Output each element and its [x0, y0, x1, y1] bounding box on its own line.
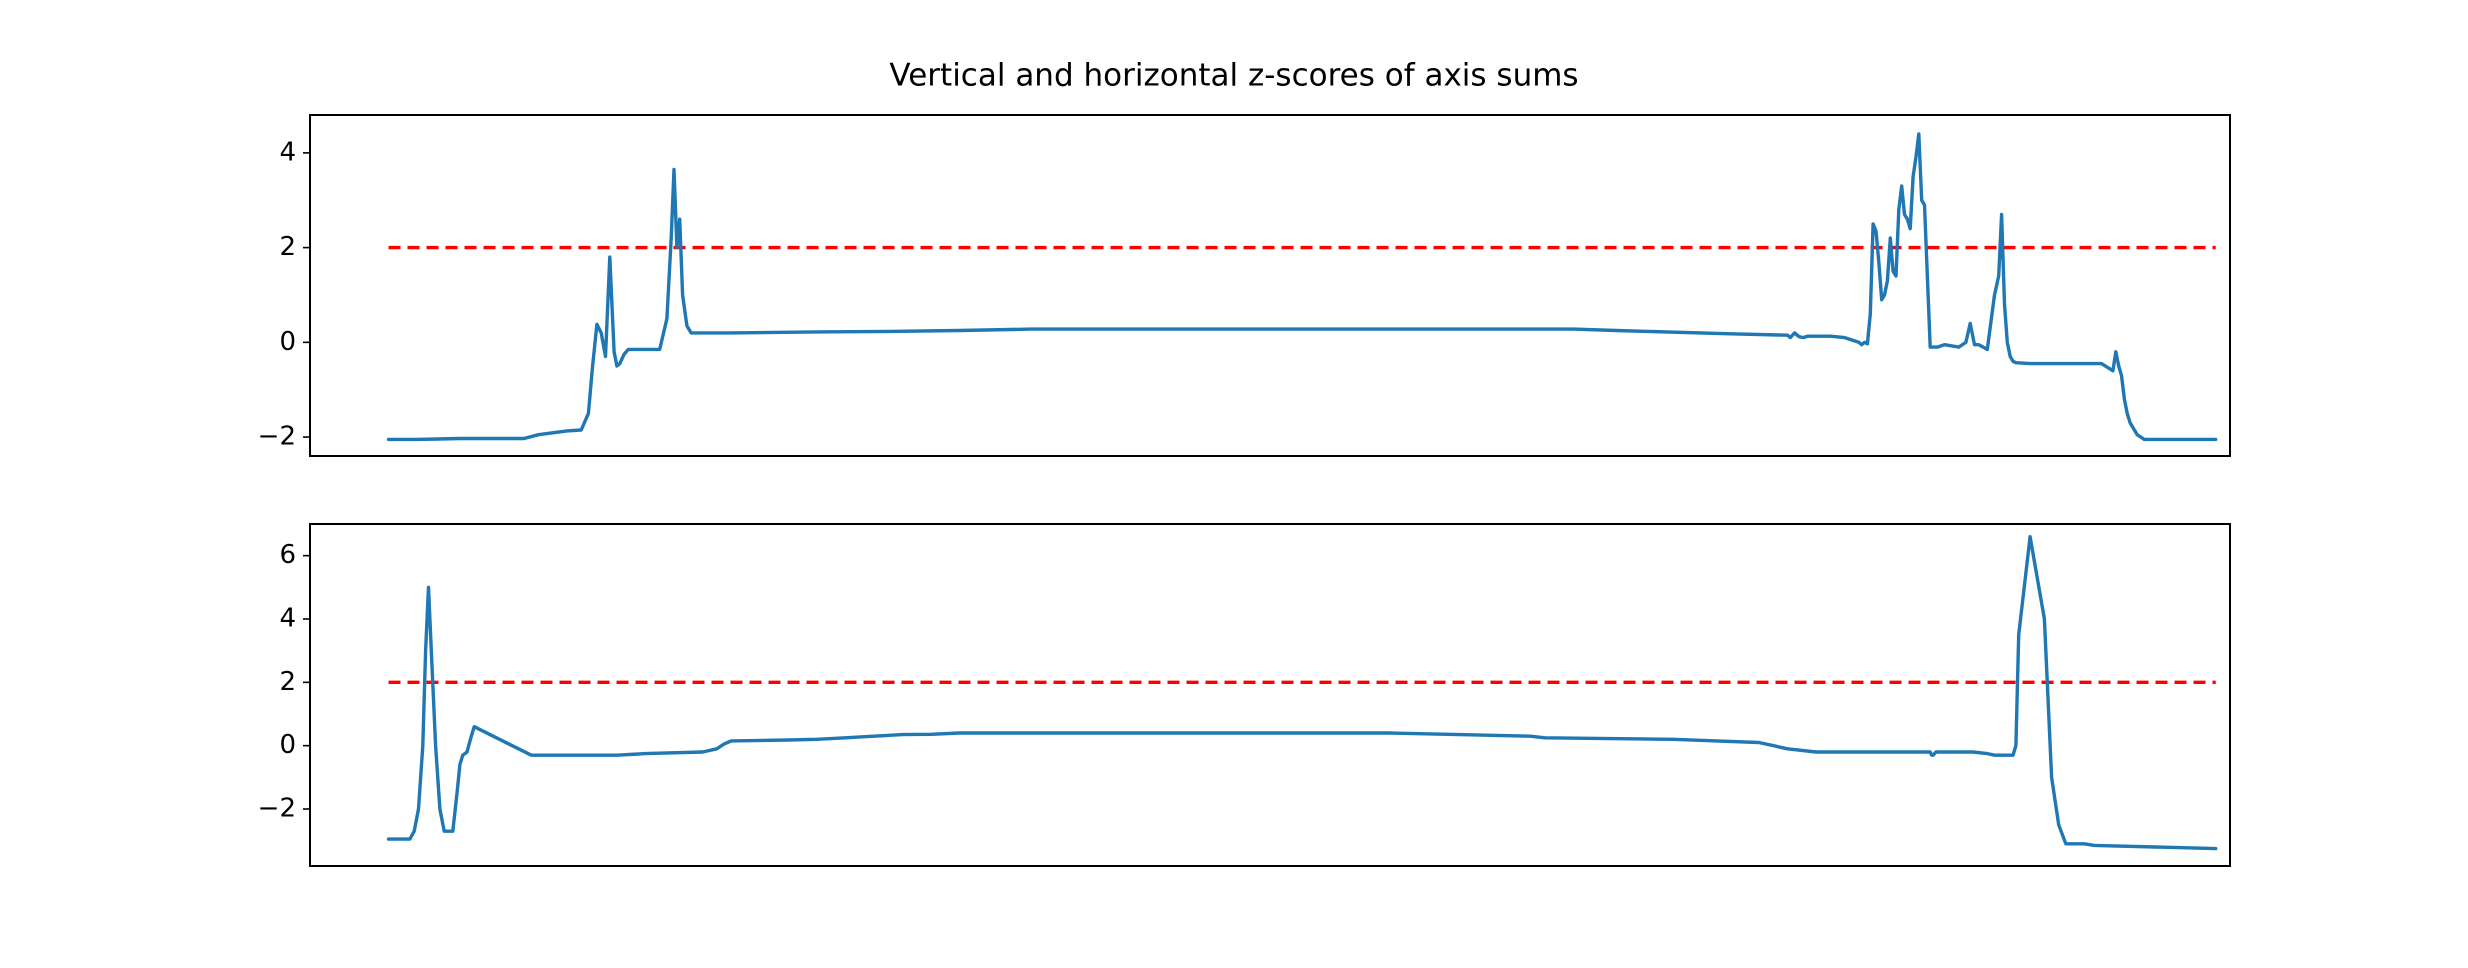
bottom-zscore-line	[386, 535, 2218, 851]
top-ytick-label-1: 0	[279, 327, 296, 357]
bottom-ytick-label-3: 4	[279, 604, 296, 634]
bottom-subplot-ticks	[303, 554, 310, 810]
bottom-subplot-tick-labels: −2 0 2 4 6	[258, 540, 296, 823]
bottom-subplot: −2 0 2 4 6	[258, 523, 2231, 867]
bottom-ytick-label-1: 0	[279, 730, 296, 760]
top-subplot-frame	[309, 114, 2231, 457]
top-subplot: −2 0 2 4	[258, 114, 2231, 457]
top-subplot-tick-labels: −2 0 2 4	[258, 137, 296, 451]
top-zscore-line	[386, 132, 2218, 442]
top-subplot-ticks	[303, 152, 310, 438]
top-ytick-label-2: 2	[279, 232, 296, 262]
top-ytick-label-3: 4	[279, 137, 296, 167]
bottom-ytick-label-4: 6	[279, 540, 296, 570]
top-ytick-label-0: −2	[258, 422, 296, 452]
bottom-ytick-label-2: 2	[279, 667, 296, 697]
bottom-subplot-frame	[309, 523, 2231, 867]
bottom-ytick-label-0: −2	[258, 794, 296, 824]
figure-title: Vertical and horizontal z-scores of axis…	[889, 58, 1578, 94]
